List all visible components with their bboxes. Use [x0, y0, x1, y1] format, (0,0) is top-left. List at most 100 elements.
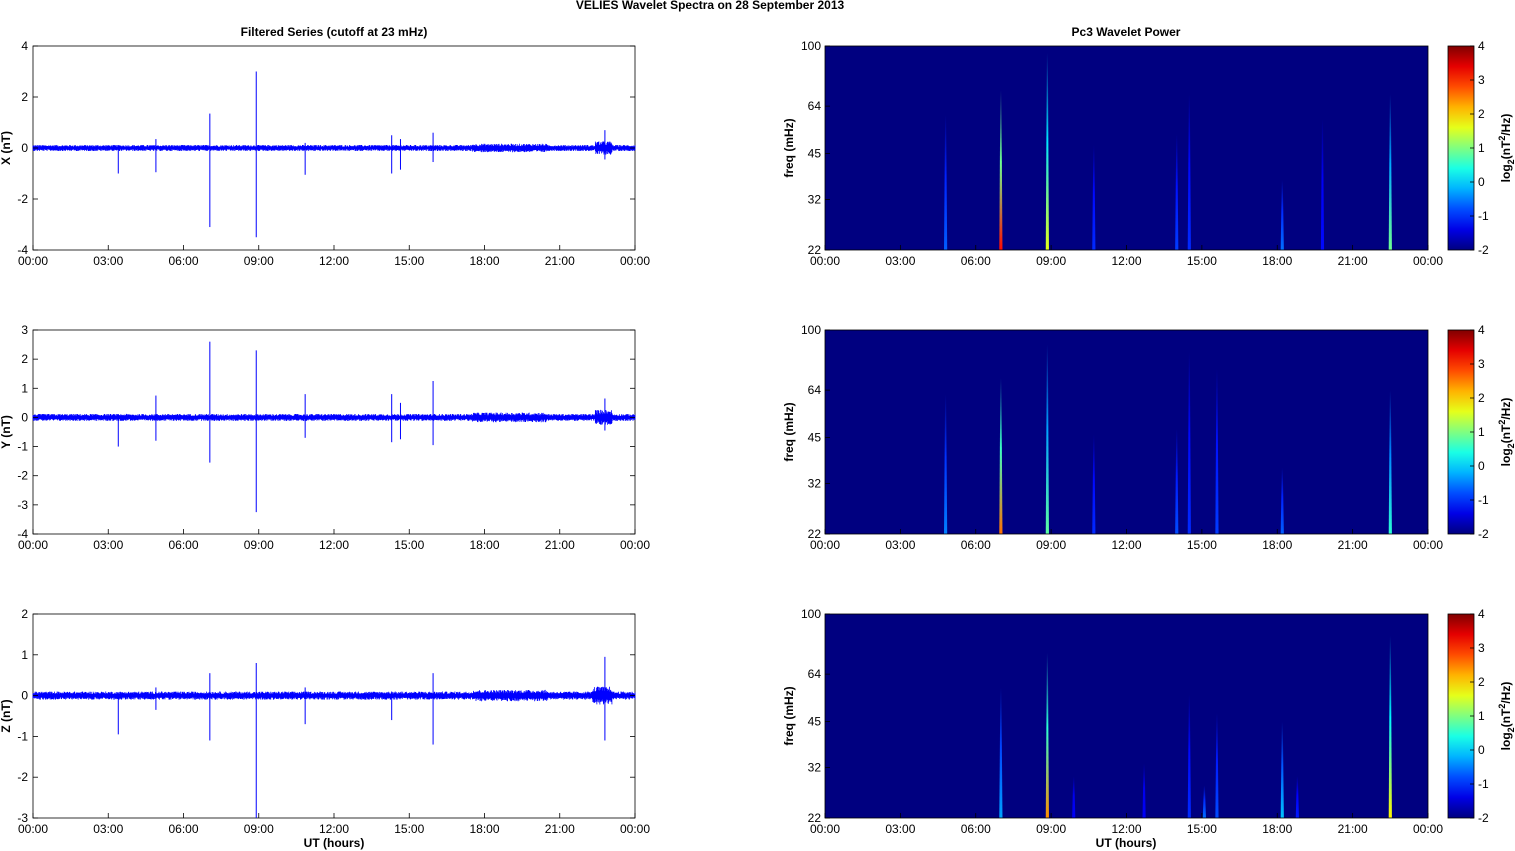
ts-xtick-label: 06:00: [168, 822, 198, 836]
ts-xtick-label: 18:00: [469, 254, 499, 268]
ytick-label: 3: [21, 323, 28, 337]
y-axis-label: Z (nT): [0, 699, 13, 732]
y-axis-label: Y (nT): [0, 415, 13, 449]
ts-xtick-label: 00:00: [18, 538, 48, 552]
colorbar-tick-label: -1: [1478, 493, 1489, 507]
ts-xtick-label: 00:00: [620, 254, 650, 268]
wavelet-burst: [1045, 52, 1049, 250]
colorbar-tick-label: -1: [1478, 209, 1489, 223]
left-x-axis-label: UT (hours): [304, 836, 365, 850]
wavelet-burst: [1045, 652, 1049, 818]
wavelet-burst: [1092, 434, 1096, 534]
ytick-label: 22: [808, 527, 822, 541]
wv-xtick-label: 03:00: [885, 254, 915, 268]
ts-xtick-label: 03:00: [93, 254, 123, 268]
wv-xtick-label: 00:00: [810, 822, 840, 836]
ts-xtick-label: 12:00: [319, 538, 349, 552]
ytick-label: 0: [21, 141, 28, 155]
ytick-label: 32: [808, 761, 822, 775]
ts-xtick-label: 09:00: [244, 538, 274, 552]
wv-xtick-label: 18:00: [1262, 822, 1292, 836]
colorbar-tick-label: -2: [1478, 243, 1489, 257]
wavelet-burst: [1072, 776, 1076, 818]
ts-xtick-label: 00:00: [620, 822, 650, 836]
colorbar-tick-label: 1: [1478, 141, 1485, 155]
wavelet-burst: [999, 378, 1003, 534]
wavelet-burst: [944, 394, 948, 534]
y-axis-label: freq (mHz): [782, 686, 796, 745]
ytick-label: 64: [808, 383, 822, 397]
ytick-label: 100: [801, 607, 821, 621]
colorbar-tick-label: 4: [1478, 323, 1485, 337]
wavelet-burst: [1202, 785, 1206, 818]
ts-xtick-label: 12:00: [319, 822, 349, 836]
ts-xtick-label: 09:00: [244, 822, 274, 836]
wavelet-burst: [1388, 94, 1392, 251]
ytick-label: 0: [21, 410, 28, 424]
ts-xtick-label: 15:00: [394, 538, 424, 552]
ytick-label: -2: [17, 469, 28, 483]
plot-area: [32, 613, 636, 819]
wavelet-burst: [1295, 776, 1299, 818]
y-axis-label: X (nT): [0, 131, 13, 165]
wv-xtick-label: 15:00: [1187, 822, 1217, 836]
heatmap-background: [825, 46, 1428, 250]
ytick-label: -4: [17, 243, 28, 257]
colorbar: 4 3 2 1 0 -1 -2 log2(nT2/Hz): [1447, 39, 1515, 257]
ts-xtick-label: 03:00: [93, 538, 123, 552]
colorbar-tick-label: 2: [1478, 107, 1485, 121]
ytick-label: -3: [17, 498, 28, 512]
colorbar-tick-label: 1: [1478, 709, 1485, 723]
ts-xtick-label: 09:00: [244, 254, 274, 268]
wavelet-burst: [1280, 721, 1284, 818]
wavelet-burst: [999, 687, 1003, 818]
wavelet-burst: [1187, 351, 1191, 534]
wavelet-burst: [1388, 635, 1392, 818]
colorbar-label: log2(nT2/Hz): [1497, 114, 1515, 183]
ts-xtick-label: 18:00: [469, 822, 499, 836]
wavelet-burst: [1215, 368, 1219, 534]
ytick-label: 4: [21, 39, 28, 53]
figure-title: VELIES Wavelet Spectra on 28 September 2…: [576, 0, 845, 12]
colorbar-scale: [1447, 45, 1475, 251]
wv-xtick-label: 09:00: [1036, 538, 1066, 552]
ytick-label: -1: [17, 440, 28, 454]
ytick-label: 100: [801, 323, 821, 337]
wavelet-burst: [1215, 712, 1219, 818]
ytick-label: 2: [21, 90, 28, 104]
ts-xtick-label: 03:00: [93, 822, 123, 836]
ts-xtick-label: 15:00: [394, 822, 424, 836]
colorbar-label: log2(nT2/Hz): [1497, 398, 1515, 467]
wv-xtick-label: 15:00: [1187, 254, 1217, 268]
heatmap-background: [825, 614, 1428, 818]
wv-xtick-label: 12:00: [1111, 254, 1141, 268]
wavelet-burst: [1045, 344, 1049, 534]
wv-xtick-label: 21:00: [1338, 538, 1368, 552]
colorbar-tick-label: -1: [1478, 777, 1489, 791]
ytick-label: 64: [808, 667, 822, 681]
ytick-label: 32: [808, 193, 822, 207]
wavelet-burst: [1187, 94, 1191, 251]
heatmap-background: [825, 330, 1428, 534]
ts-xtick-label: 21:00: [545, 254, 575, 268]
wv-xtick-label: 06:00: [961, 538, 991, 552]
y-axis-label: freq (mHz): [782, 402, 796, 461]
ytick-label: 64: [808, 99, 822, 113]
colorbar-tick-label: -2: [1478, 527, 1489, 541]
plot-area: [32, 329, 636, 535]
colorbar-tick-label: 2: [1478, 675, 1485, 689]
ytick-label: 45: [808, 715, 822, 729]
ytick-label: 1: [21, 648, 28, 662]
wv-xtick-label: 21:00: [1338, 822, 1368, 836]
ytick-label: -3: [17, 811, 28, 825]
colorbar-tick-label: 3: [1478, 641, 1485, 655]
wavelet-burst: [1280, 467, 1284, 534]
ts-xtick-label: 12:00: [319, 254, 349, 268]
colorbar-tick-label: 3: [1478, 73, 1485, 87]
wavelet-burst: [1175, 134, 1179, 250]
ytick-label: 0: [21, 689, 28, 703]
